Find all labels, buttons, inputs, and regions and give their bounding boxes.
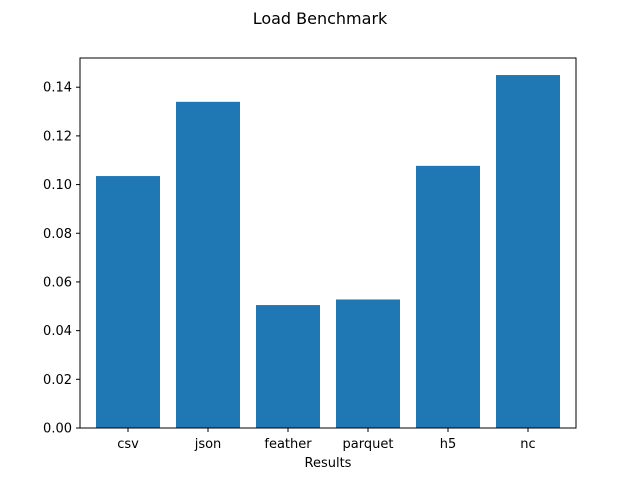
y-tick-label: 0.14 xyxy=(43,81,72,96)
bars-group xyxy=(96,75,560,428)
bar-nc xyxy=(496,75,560,428)
y-tick-label: 0.08 xyxy=(43,227,72,242)
bar-csv xyxy=(96,176,160,428)
y-tick-label: 0.06 xyxy=(43,275,72,290)
plot-frame xyxy=(79,57,577,429)
bar-json xyxy=(176,101,240,428)
x-axis-label: Results xyxy=(305,456,352,471)
chart-title: Load Benchmark xyxy=(253,9,388,28)
x-tick-label-nc: nc xyxy=(520,437,535,452)
y-tick-label: 0.10 xyxy=(43,178,72,193)
y-tick-label: 0.02 xyxy=(43,373,72,388)
bar-parquet xyxy=(336,299,400,428)
x-axis: csv json feather parquet h5 nc xyxy=(117,428,536,452)
x-tick-label-feather: feather xyxy=(264,437,312,452)
bar-feather xyxy=(256,305,320,428)
x-tick-label-json: json xyxy=(194,437,222,452)
x-tick-label-h5: h5 xyxy=(440,437,457,452)
bar-h5 xyxy=(416,165,480,428)
y-tick-label: 0.12 xyxy=(43,129,72,144)
x-tick-label-parquet: parquet xyxy=(343,437,394,452)
y-tick-label: 0.00 xyxy=(43,422,72,437)
y-tick-label: 0.04 xyxy=(43,324,72,339)
y-axis: 0.00 0.02 0.04 0.06 0.08 0.10 0.12 0.14 xyxy=(43,81,80,437)
x-tick-label-csv: csv xyxy=(117,437,139,452)
